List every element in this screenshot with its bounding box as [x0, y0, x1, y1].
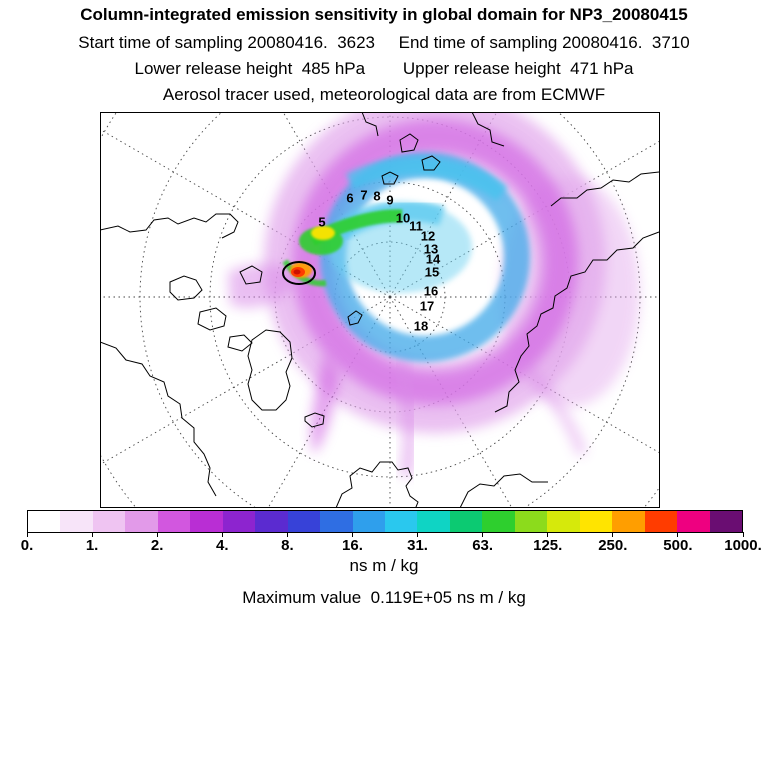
colorbar-tick-label: 31.: [407, 537, 428, 554]
colorbar-tickmark: [742, 532, 744, 537]
trajectory-point-label: 9: [386, 192, 394, 208]
trajectory-point-label: 8: [373, 188, 381, 204]
map-panel: 5 6 7 8 9 10 11 12 13 14 15 16 17 18: [100, 112, 660, 508]
trajectory-point-label: 17: [419, 298, 435, 314]
plot-title: Column-integrated emission sensitivity i…: [80, 5, 688, 24]
colorbar-segment: [287, 511, 321, 532]
colorbar-tick-label: 63.: [472, 537, 494, 554]
sensitivity-plume: [228, 112, 640, 478]
colorbar-tick-label: 250.: [598, 537, 628, 554]
colorbar-tick-label: 2.: [150, 537, 164, 554]
colorbar: [27, 510, 743, 533]
colorbar-segment: [644, 511, 678, 532]
colorbar-segment: [255, 511, 288, 532]
map-graphic: [100, 112, 660, 508]
trajectory-point-label: 18: [413, 318, 429, 334]
colorbar-segment: [157, 511, 191, 532]
colorbar-segment: [514, 511, 548, 532]
colorbar-segment: [28, 511, 61, 532]
colorbar-segment: [384, 511, 418, 532]
trajectory-point-label: 11: [409, 218, 423, 234]
colorbar-tick-label: 4.: [216, 537, 229, 554]
trajectory-point-label: 10: [395, 210, 411, 226]
colorbar-tick-label: 1.: [85, 537, 99, 554]
colorbar-segment: [60, 511, 93, 532]
trajectory-point-label: 12: [420, 228, 436, 244]
tracer-info-line: Aerosol tracer used, meteorological data…: [162, 85, 606, 104]
colorbar-tick-label: 16.: [342, 537, 363, 554]
colorbar-segment: [449, 511, 483, 532]
colorbar-segment: [352, 511, 385, 532]
colorbar-tick-label: 500.: [663, 537, 693, 554]
colorbar-units: ns m / kg: [349, 556, 419, 575]
colorbar-segment: [579, 511, 613, 532]
colorbar-tickmark: [417, 532, 419, 537]
map-border: [100, 112, 660, 508]
trajectory-point-label: 14: [425, 251, 441, 267]
colorbar-segment: [92, 511, 126, 532]
colorbar-tickmark: [221, 532, 223, 537]
colorbar-tickmark: [156, 532, 158, 537]
colorbar-tickmark: [351, 532, 353, 537]
max-contour: [282, 261, 316, 285]
colorbar-segment: [709, 511, 742, 532]
colorbar-segment: [190, 511, 223, 532]
colorbar-tick-label: 0.: [20, 537, 34, 554]
colorbar-segment: [677, 511, 710, 532]
coastlines: [100, 112, 660, 508]
colorbar-segment: [482, 511, 515, 532]
colorbar-tickmark: [286, 532, 288, 537]
colorbar-tickmark: [547, 532, 549, 537]
colorbar-segment: [612, 511, 645, 532]
colorbar-segment: [125, 511, 158, 532]
trajectory-point-label: 16: [423, 283, 439, 299]
trajectory-point-label: 15: [424, 264, 440, 280]
colorbar-tick-label: 8.: [281, 537, 294, 554]
colorbar-ticks: 0. 1. 2. 4. 8. 16. 31. 63. 125. 250. 500. 1000.: [21, 532, 762, 560]
colorbar-tick-label: 125.: [533, 537, 563, 554]
colorbar-segment: [547, 511, 580, 532]
colorbar-tickmark: [612, 532, 614, 537]
colorbar-segment: [320, 511, 353, 532]
colorbar-segment: [417, 511, 450, 532]
colorbar-tickmark: [91, 532, 93, 537]
trajectory-point-label: 5: [318, 214, 326, 230]
max-value: Maximum value 0.119E+05 ns m / kg: [242, 588, 526, 607]
release-heights-line: Lower release height 485 hPa Upper relea…: [134, 59, 634, 78]
colorbar-tickmark: [677, 532, 679, 537]
trajectory-point-label: 13: [423, 241, 439, 257]
colorbar-tickmark: [482, 532, 484, 537]
trajectory-point-label: 7: [360, 187, 368, 203]
colorbar-tickmark: [26, 532, 28, 537]
colorbar-tick-label: 1000.: [724, 537, 762, 554]
trajectory-point-label: 6: [346, 190, 354, 206]
colorbar-segment: [222, 511, 256, 532]
sampling-times-line: Start time of sampling 20080416. 3623 En…: [78, 33, 690, 52]
